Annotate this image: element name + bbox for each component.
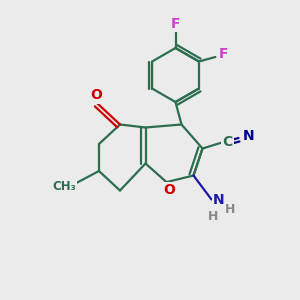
Text: F: F xyxy=(219,47,229,61)
Text: N: N xyxy=(242,130,254,143)
Text: H: H xyxy=(208,209,218,223)
Text: CH₃: CH₃ xyxy=(52,179,76,193)
Text: N: N xyxy=(213,193,225,206)
Text: C: C xyxy=(222,136,233,149)
Text: H: H xyxy=(225,202,235,216)
Text: F: F xyxy=(171,17,180,31)
Text: O: O xyxy=(90,88,102,102)
Text: O: O xyxy=(163,183,175,197)
